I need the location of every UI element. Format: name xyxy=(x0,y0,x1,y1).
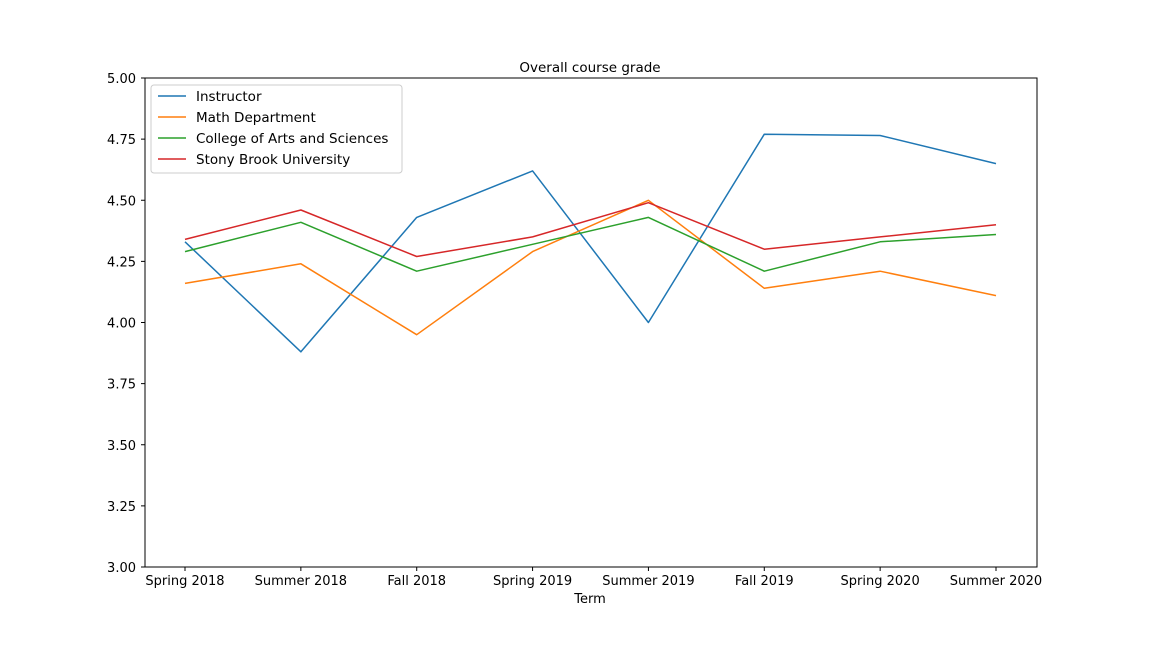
series-line-4 xyxy=(184,201,997,258)
x-tick-label: Summer 2019 xyxy=(602,574,694,589)
y-tick-label: 3.00 xyxy=(107,561,136,576)
x-tick-label: Summer 2020 xyxy=(950,574,1042,589)
legend-label: College of Arts and Sciences xyxy=(196,131,388,147)
y-tick-label: 3.50 xyxy=(107,439,136,454)
x-tick-label: Spring 2018 xyxy=(145,574,224,589)
legend: Instructor Math Department College of Arts… xyxy=(150,84,403,174)
y-tick-label: 4.50 xyxy=(107,194,136,209)
legend-label: Math Department xyxy=(196,110,316,126)
x-tick-label: Spring 2020 xyxy=(841,574,920,589)
series-line-1 xyxy=(184,133,997,353)
series-line-3 xyxy=(184,216,997,272)
y-tick-label: 4.00 xyxy=(107,317,136,332)
x-tick-label: Spring 2019 xyxy=(493,574,572,589)
chart-title: Overall course grade xyxy=(519,60,660,76)
y-tick-label: 3.25 xyxy=(107,500,136,515)
x-axis-title: Term xyxy=(573,592,606,607)
series-line-2 xyxy=(184,199,997,336)
x-tick-label: Summer 2018 xyxy=(255,574,347,589)
y-tick-label: 3.75 xyxy=(107,378,136,393)
legend-label: Instructor xyxy=(196,89,262,105)
y-tick-label: 4.75 xyxy=(107,133,136,148)
legend-label: Stony Brook University xyxy=(196,152,350,168)
plot-area: 3.00 3.25 3.50 3.75 4.00 4.25 4.50 4.75 5.00 Spri… xyxy=(107,72,1042,589)
x-tick-label: Fall 2019 xyxy=(735,574,794,589)
y-tick-label: 5.00 xyxy=(107,72,136,87)
y-tick-label: 4.25 xyxy=(107,255,136,270)
legend-box xyxy=(150,84,403,174)
x-tick-label: Fall 2018 xyxy=(387,574,446,589)
